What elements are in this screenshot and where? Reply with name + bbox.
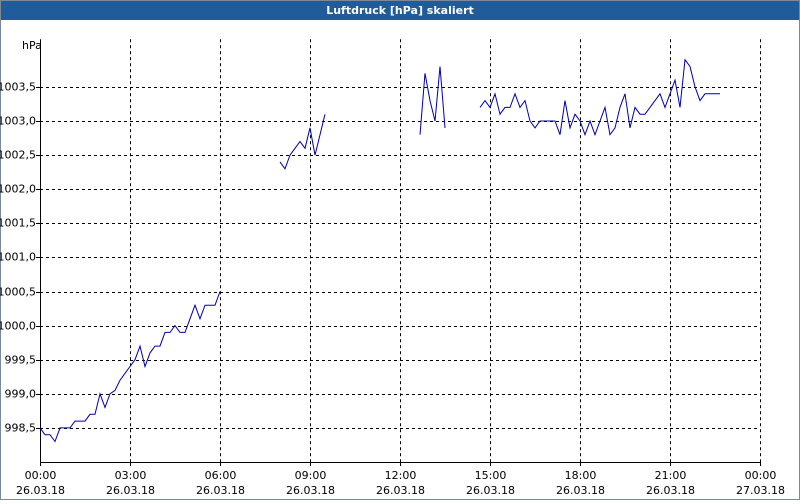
y-tick-label: 1000,5: [0, 286, 36, 299]
x-tick-label: 12:00: [385, 469, 417, 482]
y-tick-label: 1002,0: [0, 183, 36, 196]
x-tick-label: 26.03.18: [376, 484, 425, 497]
x-tick-label: 18:00: [565, 469, 597, 482]
x-tick-label: 09:00: [295, 469, 327, 482]
title-bar: [1, 1, 799, 20]
x-tick-label: 15:00: [475, 469, 507, 482]
y-tick-label: 1002,5: [0, 149, 36, 162]
x-tick-label: 26.03.18: [556, 484, 605, 497]
y-tick-label: 1003,5: [0, 81, 36, 94]
x-tick-label: 21:00: [655, 469, 687, 482]
x-tick-label: 26.03.18: [16, 484, 65, 497]
x-tick-label: 27.03.18: [736, 484, 785, 497]
chart-title: Luftdruck [hPa] skaliert: [326, 4, 474, 17]
x-tick-label: 00:00: [25, 469, 57, 482]
y-tick-label: 1001,0: [0, 251, 36, 264]
x-tick-label: 26.03.18: [196, 484, 245, 497]
y-tick-label: 1000,0: [0, 320, 36, 333]
x-tick-label: 26.03.18: [646, 484, 695, 497]
y-tick-label: 999,5: [5, 354, 37, 367]
x-tick-label: 06:00: [205, 469, 237, 482]
y-tick-label: 998,5: [5, 422, 37, 435]
x-tick-label: 26.03.18: [286, 484, 335, 497]
y-tick-label: 1001,5: [0, 217, 36, 230]
y-tick-label: 1003,0: [0, 115, 36, 128]
data-line: [39, 58, 720, 443]
x-tick-label: 03:00: [115, 469, 147, 482]
y-axis-label: hPa: [22, 39, 42, 52]
x-tick-label: 00:00: [745, 469, 777, 482]
x-tick-label: 26.03.18: [106, 484, 155, 497]
x-tick-label: 26.03.18: [466, 484, 515, 497]
y-tick-label: 999,0: [5, 388, 37, 401]
